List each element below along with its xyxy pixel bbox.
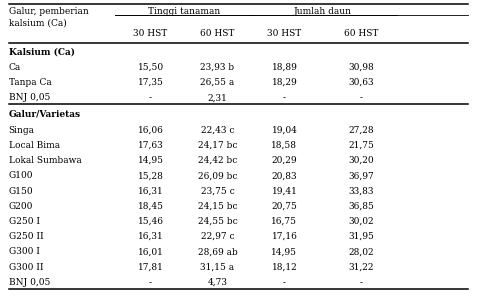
Text: 16,06: 16,06 [138, 126, 163, 135]
Text: 31,15 a: 31,15 a [200, 263, 235, 271]
Text: -: - [149, 93, 152, 102]
Text: G250 II: G250 II [9, 232, 43, 241]
Text: 23,75 c: 23,75 c [201, 187, 234, 196]
Text: -: - [149, 278, 152, 287]
Text: 26,55 a: 26,55 a [200, 78, 235, 87]
Text: 19,04: 19,04 [272, 126, 297, 135]
Text: Kalsium (Ca): Kalsium (Ca) [9, 47, 75, 56]
Text: 20,75: 20,75 [272, 202, 297, 211]
Text: 27,28: 27,28 [348, 126, 374, 135]
Text: 14,95: 14,95 [272, 247, 297, 256]
Text: 22,97 c: 22,97 c [201, 232, 234, 241]
Text: Tanpa Ca: Tanpa Ca [9, 78, 51, 87]
Text: 20,29: 20,29 [272, 156, 297, 165]
Text: G250 I: G250 I [9, 217, 40, 226]
Text: 30,02: 30,02 [348, 217, 374, 226]
Text: Singa: Singa [9, 126, 34, 135]
Text: 14,95: 14,95 [138, 156, 163, 165]
Text: -: - [283, 278, 286, 287]
Text: 2,31: 2,31 [207, 93, 228, 102]
Text: G300 I: G300 I [9, 247, 40, 256]
Text: 18,45: 18,45 [138, 202, 163, 211]
Text: 26,09 bc: 26,09 bc [198, 171, 237, 180]
Text: 28,02: 28,02 [348, 247, 374, 256]
Text: 23,93 b: 23,93 b [200, 63, 235, 72]
Text: G300 II: G300 II [9, 263, 43, 271]
Text: -: - [283, 93, 286, 102]
Text: 30,20: 30,20 [348, 156, 374, 165]
Text: 21,75: 21,75 [348, 141, 374, 150]
Text: 24,15 bc: 24,15 bc [198, 202, 237, 211]
Text: 36,85: 36,85 [348, 202, 374, 211]
Text: 18,29: 18,29 [272, 78, 297, 87]
Text: 33,83: 33,83 [348, 187, 374, 196]
Text: 22,43 c: 22,43 c [201, 126, 234, 135]
Text: 18,89: 18,89 [272, 63, 297, 72]
Text: Ca: Ca [9, 63, 21, 72]
Text: 30,98: 30,98 [348, 63, 374, 72]
Text: 17,63: 17,63 [138, 141, 163, 150]
Text: G200: G200 [9, 202, 33, 211]
Text: 60 HST: 60 HST [344, 29, 378, 38]
Text: 16,75: 16,75 [272, 217, 297, 226]
Text: Tinggi tanaman: Tinggi tanaman [148, 7, 220, 16]
Text: 15,46: 15,46 [138, 217, 163, 226]
Text: BNJ 0,05: BNJ 0,05 [9, 278, 50, 287]
Text: Galur/Varietas: Galur/Varietas [9, 110, 81, 119]
Text: 31,22: 31,22 [348, 263, 374, 271]
Text: 30 HST: 30 HST [133, 29, 168, 38]
Text: G100: G100 [9, 171, 33, 180]
Text: 24,42 bc: 24,42 bc [198, 156, 237, 165]
Text: 18,12: 18,12 [272, 263, 297, 271]
Text: BNJ 0,05: BNJ 0,05 [9, 93, 50, 102]
Text: 4,73: 4,73 [207, 278, 228, 287]
Text: 30,63: 30,63 [348, 78, 374, 87]
Text: 16,01: 16,01 [138, 247, 163, 256]
Text: 24,17 bc: 24,17 bc [198, 141, 237, 150]
Text: 36,97: 36,97 [348, 171, 374, 180]
Text: kalsium (Ca): kalsium (Ca) [9, 18, 66, 28]
Text: Local Bima: Local Bima [9, 141, 60, 150]
Text: 15,50: 15,50 [138, 63, 163, 72]
Text: Jumlah daun: Jumlah daun [293, 7, 352, 16]
Text: 16,31: 16,31 [138, 187, 163, 196]
Text: 60 HST: 60 HST [200, 29, 235, 38]
Text: Lokal Sumbawa: Lokal Sumbawa [9, 156, 81, 165]
Text: 16,31: 16,31 [138, 232, 163, 241]
Text: 17,16: 17,16 [272, 232, 297, 241]
Text: 15,28: 15,28 [138, 171, 163, 180]
Text: 30 HST: 30 HST [267, 29, 302, 38]
Text: -: - [359, 93, 362, 102]
Text: 18,58: 18,58 [272, 141, 297, 150]
Text: 28,69 ab: 28,69 ab [197, 247, 238, 256]
Text: -: - [359, 278, 362, 287]
Text: 19,41: 19,41 [272, 187, 297, 196]
Text: 24,55 bc: 24,55 bc [197, 217, 238, 226]
Text: Galur, pemberian: Galur, pemberian [9, 7, 88, 16]
Text: 17,35: 17,35 [138, 78, 163, 87]
Text: 20,83: 20,83 [272, 171, 297, 180]
Text: 17,81: 17,81 [138, 263, 163, 271]
Text: 31,95: 31,95 [348, 232, 374, 241]
Text: G150: G150 [9, 187, 33, 196]
